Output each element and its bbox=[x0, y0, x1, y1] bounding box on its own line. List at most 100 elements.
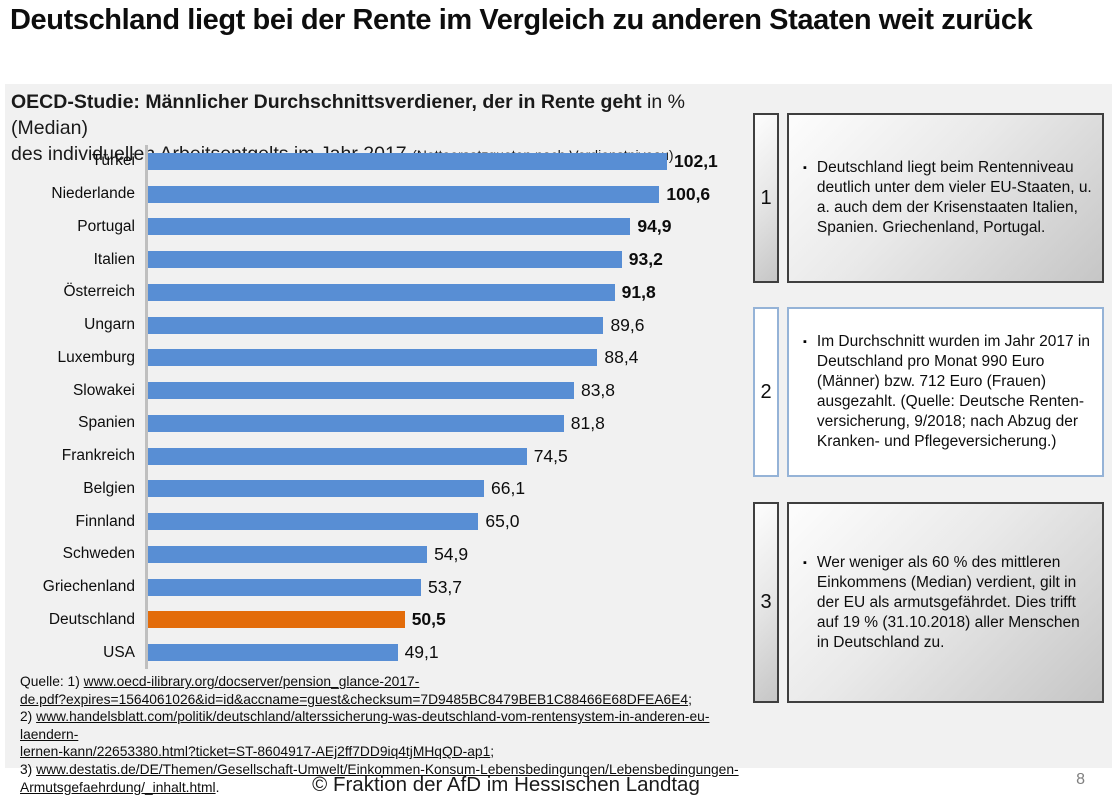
bar bbox=[148, 185, 660, 203]
bar-row: USA 49,1 bbox=[8, 636, 753, 669]
bar bbox=[148, 382, 574, 400]
page-number: 8 bbox=[1076, 771, 1085, 788]
footer-text: © Fraktion der AfD im Hessischen Landtag bbox=[312, 773, 700, 796]
bar bbox=[148, 513, 479, 531]
value-label: 89,6 bbox=[610, 314, 645, 335]
source-line: 2) www.handelsblatt.com/politik/deutschl… bbox=[20, 708, 750, 743]
bar-row: Italien 93,2 bbox=[8, 243, 753, 276]
bar-row: Österreich 91,8 bbox=[8, 276, 753, 309]
bar bbox=[148, 152, 667, 170]
axis-line-track: 94,9 bbox=[145, 210, 753, 244]
bar-row: Portugal 94,9 bbox=[8, 210, 753, 244]
bar-row: Niederlande 100,6 bbox=[8, 177, 753, 211]
source-line: de.pdf?expires=1564061026&id=id&accname=… bbox=[20, 691, 750, 709]
source-line: 3) www.destatis.de/DE/Themen/Gesellschaf… bbox=[20, 761, 750, 796]
value-label: 50,5 bbox=[411, 609, 446, 630]
axis-line-track: 100,6 bbox=[145, 177, 753, 211]
source-link[interactable]: www.oecd-ilibrary.org/docserver/pension_… bbox=[83, 674, 420, 689]
country-label: Türkei bbox=[91, 152, 135, 170]
axis-line-track: 91,8 bbox=[145, 276, 753, 309]
note-number-2: 2 bbox=[753, 307, 779, 477]
country-label: Spanien bbox=[78, 414, 135, 432]
axis-line-track: 50,5 bbox=[145, 603, 753, 637]
bar-row: Spanien 81,8 bbox=[8, 407, 753, 440]
content-panel: OECD-Studie: Männlicher Durchschnittsver… bbox=[5, 84, 1112, 795]
bar bbox=[148, 349, 598, 367]
bar-row: Deutschland 50,5 bbox=[8, 603, 753, 637]
value-label: 93,2 bbox=[628, 249, 663, 270]
source-suffix: ; bbox=[688, 691, 692, 707]
country-label: Schweden bbox=[62, 545, 135, 563]
value-label: 94,9 bbox=[637, 216, 672, 237]
bar bbox=[148, 316, 604, 334]
bar bbox=[148, 545, 428, 563]
value-label: 65,0 bbox=[485, 511, 520, 532]
bar-row: Griechenland 53,7 bbox=[8, 570, 753, 604]
bar-row: Slowakei 83,8 bbox=[8, 374, 753, 407]
bullet-icon: ▪ bbox=[803, 162, 807, 174]
country-label: USA bbox=[103, 643, 135, 661]
note-text-3: Wer weniger als 60 % des mittleren Einko… bbox=[816, 553, 1080, 651]
bar bbox=[148, 480, 484, 498]
bar bbox=[148, 414, 564, 432]
country-label: Niederlande bbox=[51, 185, 135, 203]
value-label: 66,1 bbox=[491, 478, 526, 499]
country-label: Österreich bbox=[63, 283, 136, 301]
axis-line-track: 89,6 bbox=[145, 308, 753, 342]
axis-line-track: 83,8 bbox=[145, 374, 753, 407]
value-label: 102,1 bbox=[674, 150, 718, 171]
value-label: 83,8 bbox=[580, 380, 616, 401]
bar bbox=[148, 578, 421, 596]
country-label: Finnland bbox=[75, 512, 135, 530]
value-label: 54,9 bbox=[434, 543, 469, 564]
notes-column: 1 ▪ Deutschland liegt beim Rentenniveau … bbox=[753, 113, 1104, 703]
bar bbox=[148, 447, 527, 465]
page-title: Deutschland liegt bei der Rente im Vergl… bbox=[10, 4, 1033, 36]
note-text-2: Im Durchschnitt wurden im Jahr 2017 in D… bbox=[816, 333, 1090, 450]
axis-line-track: 102,1 bbox=[145, 145, 753, 178]
source-prefix: 2) bbox=[20, 709, 37, 725]
sources-block: Quelle: 1) www.oecd-ilibrary.org/docserv… bbox=[20, 673, 750, 796]
footer: © Fraktion der AfD im Hessischen Landtag bbox=[0, 773, 1012, 797]
note-content-2: ▪ Im Durchschnitt wurden im Jahr 2017 in… bbox=[787, 307, 1104, 477]
country-label: Griechenland bbox=[42, 578, 135, 596]
country-label: Ungarn bbox=[84, 316, 135, 334]
source-line: Quelle: 1) www.oecd-ilibrary.org/docserv… bbox=[20, 673, 750, 691]
note-box-1: 1 ▪ Deutschland liegt beim Rentenniveau … bbox=[753, 113, 1104, 283]
axis-line-track: 88,4 bbox=[145, 341, 753, 375]
axis-line-track: 66,1 bbox=[145, 472, 753, 506]
bar-row: Ungarn 89,6 bbox=[8, 308, 753, 342]
note-content-3: ▪ Wer weniger als 60 % des mittleren Ein… bbox=[787, 502, 1104, 703]
axis-line-track: 81,8 bbox=[145, 407, 753, 440]
source-link[interactable]: de.pdf?expires=1564061026&id=id&accname=… bbox=[20, 691, 689, 707]
country-label: Italien bbox=[93, 250, 135, 268]
axis-line-track: 65,0 bbox=[145, 505, 753, 538]
axis-line-track: 49,1 bbox=[145, 636, 753, 669]
bar-row: Luxemburg 88,4 bbox=[8, 341, 753, 375]
bullet-icon: ▪ bbox=[803, 556, 807, 569]
country-label: Portugal bbox=[77, 217, 135, 235]
value-label: 49,1 bbox=[404, 642, 439, 663]
value-label: 88,4 bbox=[604, 347, 639, 368]
subtitle-regular: in % (Median) bbox=[11, 91, 685, 139]
bar-row: Belgien 66,1 bbox=[8, 472, 753, 506]
bar bbox=[148, 283, 615, 301]
bar-row: Frankreich 74,5 bbox=[8, 439, 753, 473]
value-label: 100,6 bbox=[666, 183, 711, 204]
value-label: 74,5 bbox=[533, 445, 568, 466]
note-box-2: 2 ▪ Im Durchschnitt wurden im Jahr 2017 … bbox=[753, 307, 1104, 477]
source-link[interactable]: www.handelsblatt.com/politik/deutschland… bbox=[20, 709, 710, 742]
country-label: Luxemburg bbox=[57, 348, 135, 366]
bar-row: Schweden 54,9 bbox=[8, 538, 753, 571]
subtitle-bold: OECD-Studie: Männlicher Durchschnittsver… bbox=[11, 91, 642, 113]
note-number-3: 3 bbox=[753, 502, 779, 703]
source-line: lernen-kann/22653380.html?ticket=ST-8604… bbox=[20, 743, 750, 761]
source-link[interactable]: lernen-kann/22653380.html?ticket=ST-8604… bbox=[20, 744, 491, 760]
source-link[interactable]: www.destatis.de/DE/Themen/Gesellschaft-U… bbox=[20, 761, 739, 795]
axis-line-track: 54,9 bbox=[145, 538, 753, 571]
value-label: 81,8 bbox=[570, 412, 605, 433]
source-prefix: 3) bbox=[20, 761, 37, 777]
bar-highlight bbox=[148, 611, 405, 629]
country-label: Slowakei bbox=[72, 381, 135, 399]
